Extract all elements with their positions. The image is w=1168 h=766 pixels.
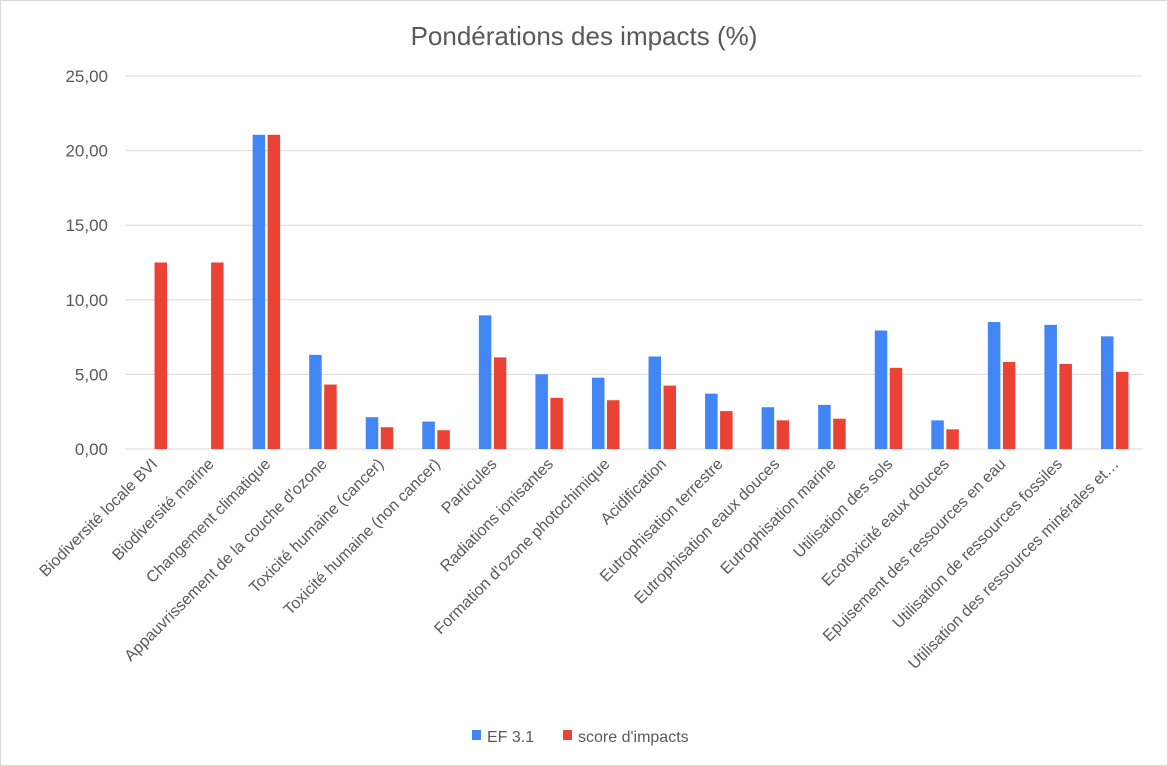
legend-swatch <box>472 730 481 740</box>
bar-ef31 <box>591 377 605 449</box>
y-tick-label: 20,00 <box>65 142 108 161</box>
bar-ef31 <box>478 315 492 449</box>
bar-ef31 <box>648 356 662 449</box>
y-tick-label: 0,00 <box>75 440 108 459</box>
bar-score-impacts <box>720 411 733 449</box>
bar-ef31 <box>252 134 266 450</box>
bar-ef31 <box>1100 336 1114 449</box>
bar-ef31 <box>874 330 888 449</box>
bar-score-impacts <box>833 418 846 449</box>
bar-ef31 <box>422 421 435 449</box>
bar-ef31 <box>1044 324 1057 449</box>
bar-ef31 <box>705 393 718 449</box>
bars <box>154 134 1129 450</box>
bar-ef31 <box>535 374 548 449</box>
bar-score-impacts <box>267 134 281 450</box>
bar-score-impacts <box>437 430 450 449</box>
legend-label: score d'impacts <box>578 729 689 746</box>
x-tick-label: Radiations ionisantes <box>437 456 557 576</box>
y-tick-label: 5,00 <box>75 365 108 384</box>
bar-score-impacts <box>663 385 677 449</box>
bar-score-impacts <box>550 397 563 449</box>
y-axis-tick-labels: 0,00 5,00 10,00 15,00 20,00 25,00 <box>65 67 108 459</box>
bar-score-impacts <box>493 357 507 449</box>
x-tick-label: Eutrophisation marine <box>718 456 840 578</box>
y-tick-label: 10,00 <box>65 291 108 310</box>
bar-ef31 <box>365 417 379 449</box>
bar-score-impacts <box>1115 371 1129 449</box>
x-tick-label: Utilisation des ressources minérales et… <box>906 456 1123 673</box>
legend-swatch <box>563 730 572 740</box>
bar-score-impacts <box>946 429 959 449</box>
bar-ef31 <box>309 354 322 449</box>
bar-score-impacts <box>211 262 224 449</box>
bar-score-impacts <box>380 427 394 449</box>
bar-score-impacts <box>1059 363 1072 449</box>
bar-score-impacts <box>324 384 337 449</box>
bar-ef31 <box>761 407 775 449</box>
legend-label: EF 3.1 <box>487 729 534 746</box>
bar-ef31 <box>987 322 1001 449</box>
bar-ef31 <box>931 420 944 449</box>
bar-score-impacts <box>776 420 790 449</box>
x-tick-label: Utilisation des sols <box>791 456 897 562</box>
legend: EF 3.1 score d'impacts <box>472 729 689 746</box>
x-tick-label: Appauvrissement de la couche d'ozone <box>122 456 331 665</box>
bar-score-impacts <box>889 367 903 449</box>
bar-score-impacts <box>1002 362 1016 449</box>
y-tick-label: 25,00 <box>65 67 108 86</box>
x-tick-label: Biodiversité marine <box>109 456 217 564</box>
gridlines <box>125 75 1143 450</box>
y-tick-label: 15,00 <box>65 216 108 235</box>
bar-score-impacts <box>606 400 620 449</box>
bar-ef31 <box>818 404 831 449</box>
chart-title: Pondérations des impacts (%) <box>411 21 758 51</box>
bar-score-impacts <box>154 262 168 449</box>
